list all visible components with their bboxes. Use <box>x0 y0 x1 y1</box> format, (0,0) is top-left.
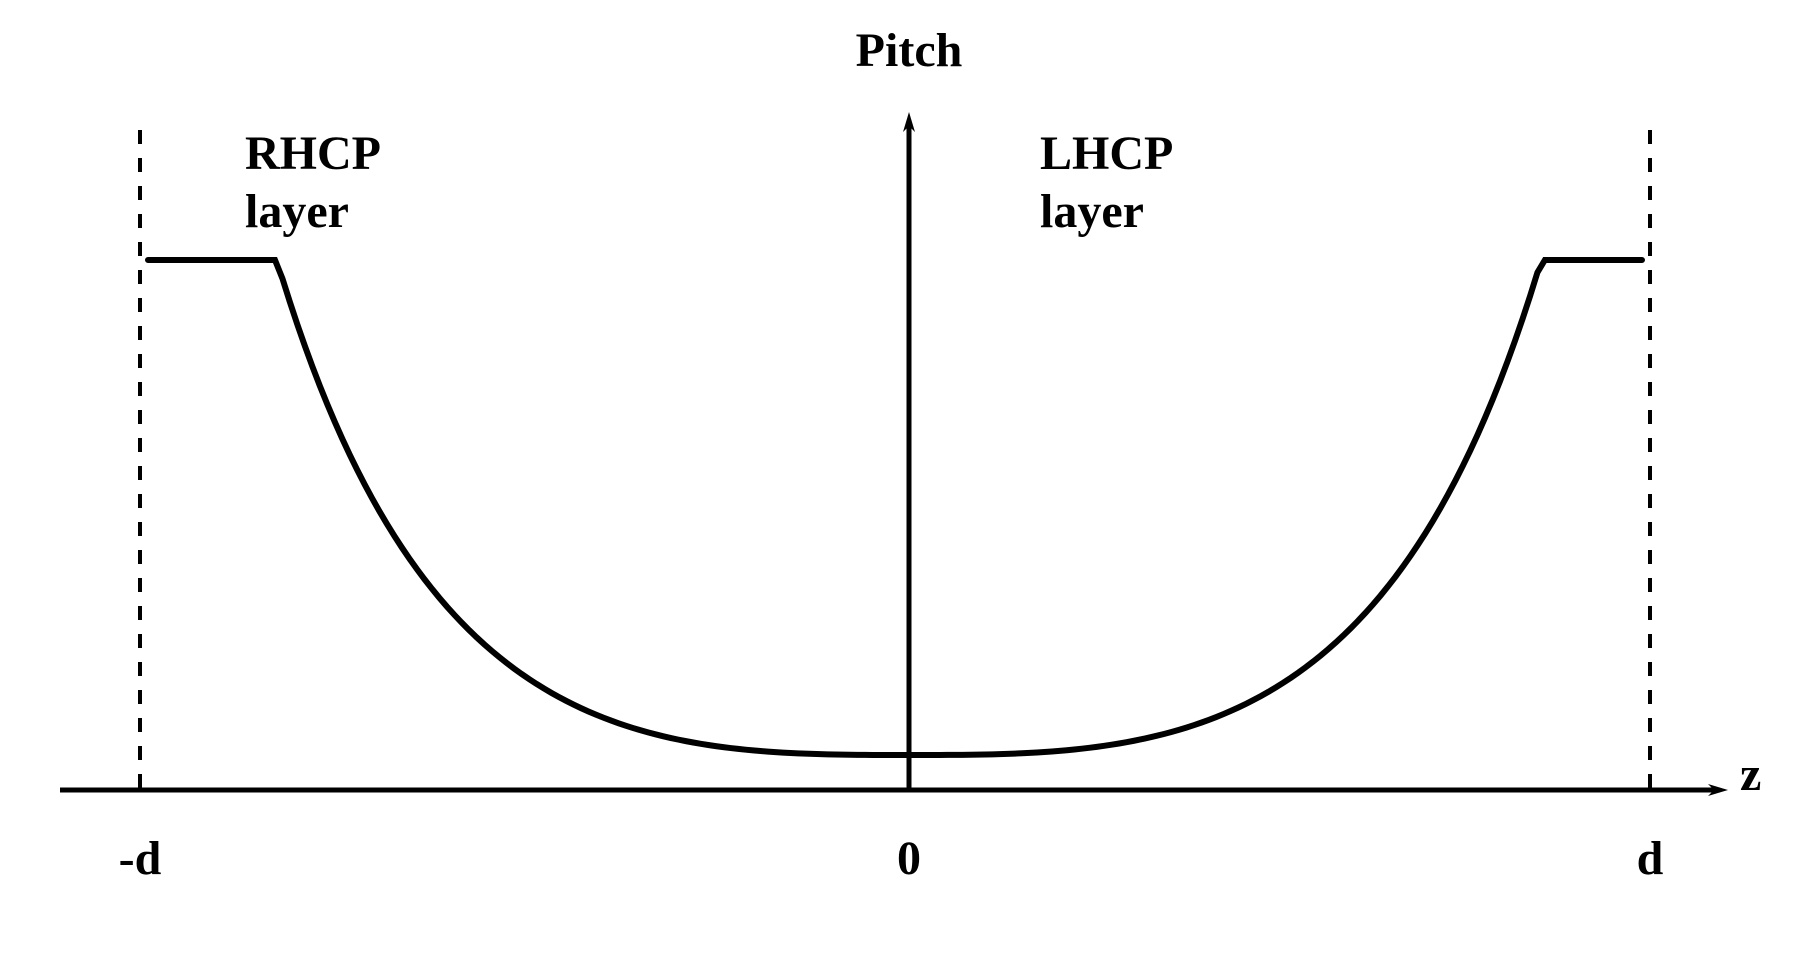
pitch-curve <box>148 260 1642 755</box>
x-axis-title: z <box>1740 746 1761 804</box>
right-region-label: LHCP layer <box>1040 125 1173 240</box>
y-axis-title: Pitch <box>856 22 963 80</box>
left-region-line2: layer <box>245 185 349 238</box>
x-tick-d: d <box>1637 830 1664 888</box>
left-region-label: RHCP layer <box>245 125 381 240</box>
chart-container: Pitch z RHCP layer LHCP layer -d 0 d <box>0 0 1818 958</box>
x-tick-zero: 0 <box>897 830 921 888</box>
right-region-line1: LHCP <box>1040 127 1173 180</box>
left-region-line1: RHCP <box>245 127 381 180</box>
right-region-line2: layer <box>1040 185 1144 238</box>
x-tick-neg-d: -d <box>119 830 162 888</box>
